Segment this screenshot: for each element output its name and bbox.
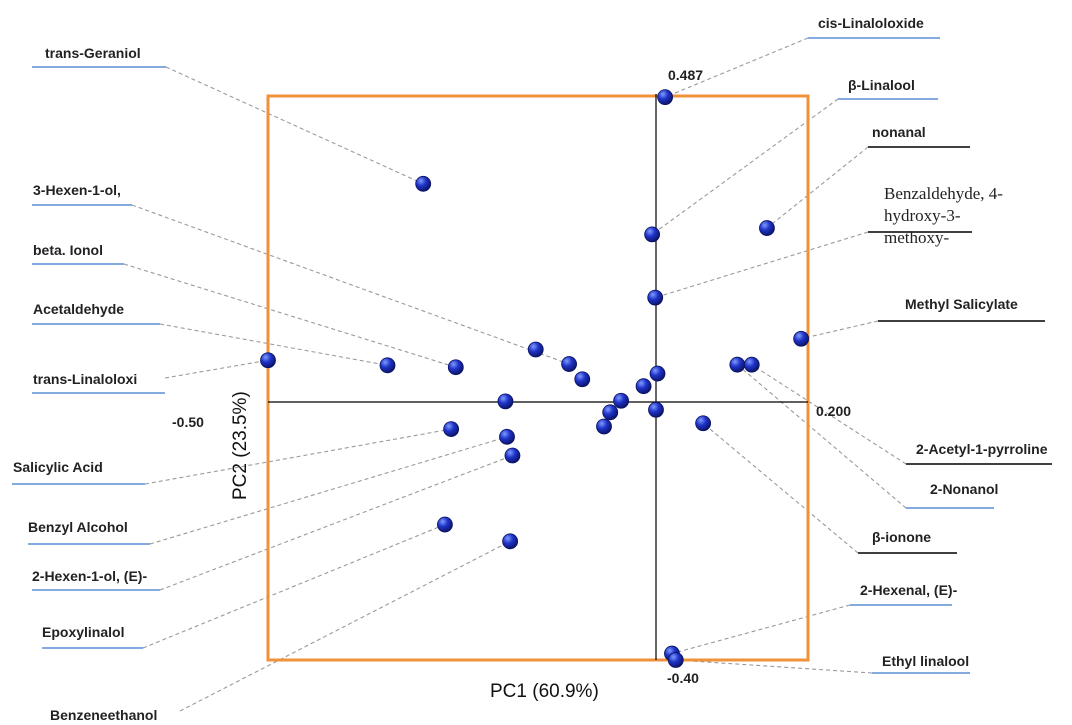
x-axis-title: PC1 (60.9%) [490,681,599,702]
annotation-label: cis-Linaloloxide [818,15,924,31]
leader-line [651,98,839,235]
leader-line [655,231,869,299]
data-point [561,356,577,372]
data-point [499,428,515,445]
data-point [635,378,652,395]
data-point [415,175,432,192]
leader-line [766,146,869,229]
leader-line [123,263,456,368]
annotation-label: trans-Linaloloxi [33,371,137,387]
annotation-label: Benzaldehyde, 4-hydroxy-3-methoxy- [884,184,1003,247]
annotation-label: Benzyl Alcohol [28,519,128,535]
data-point [695,415,712,432]
data-point [602,404,619,421]
data-point [667,652,684,668]
data-point [613,392,629,409]
leader-line [159,323,388,366]
annotation-label: Ethyl linalool [882,653,969,669]
y-max-tick-label: 0.487 [668,67,703,83]
annotation-label: nonanal [872,124,926,140]
data-point [644,226,661,243]
data-point [647,289,664,306]
annotation-label: Acetaldehyde [33,301,124,317]
annotation-label: Epoxylinalol [42,624,124,640]
annotation-label: Methyl Salicylate [905,296,1018,312]
data-point [437,516,453,533]
data-point [743,356,760,373]
annotation-label: 2-Hexen-1-ol, (E)- [32,568,147,584]
data-point [447,359,464,376]
data-point [657,89,674,106]
leader-line [142,524,446,649]
data-point [443,421,460,437]
data-point [759,220,775,236]
annotation-label: 2-Hexenal, (E)- [860,582,958,598]
annotation-label: beta. Ionol [33,242,103,258]
data-points [260,89,810,668]
annotation-label: 2-Nonanol [930,481,998,497]
data-point [574,371,591,388]
annotation-label: 3-Hexen-1-ol, [33,182,121,198]
annotation-label: Salicylic Acid [13,459,103,475]
leader-line [751,364,907,465]
leader-line [675,659,873,674]
data-point [527,341,544,358]
leader-line [664,37,809,98]
data-point [729,356,746,373]
plot-frame [266,94,810,662]
annotation-labels: trans-Geraniol 3-Hexen-1-ol, beta. Ionol Ac… [12,15,1052,723]
annotation-label: β-Linalool [848,77,915,93]
data-point [260,352,276,369]
leader-lines [123,37,907,712]
leader-line [671,604,851,655]
tick-labels: -0.50 0.200 0.487 -0.40 [172,67,851,686]
data-point [649,365,666,382]
leader-line [736,364,907,509]
data-point [793,330,810,347]
y-axis-title: PC2 (23.5%) [230,391,251,500]
data-point [504,447,521,464]
leader-line [131,204,570,365]
annotation-label: trans-Geraniol [45,45,141,61]
data-point [379,357,396,374]
data-point [596,418,612,435]
leader-line [144,428,452,485]
y-min-tick-label: -0.40 [667,670,699,686]
plot-border [266,94,810,662]
leader-line [165,66,424,185]
annotation-label: 2-Acetyl-1-pyrroline [916,441,1048,457]
x-max-tick-label: 0.200 [816,403,851,419]
annotation-label: Benzeneethanol [50,707,157,723]
axes [268,94,808,660]
leader-line [149,436,508,545]
leader-line [179,540,511,712]
data-point [648,401,664,418]
data-point [502,533,519,550]
leader-line [159,455,513,591]
leader-line [164,359,269,379]
data-point [497,393,514,410]
leader-line [702,422,859,554]
x-min-tick-label: -0.50 [172,414,204,430]
annotation-label: β-ionone [872,529,931,545]
leader-line [801,320,879,340]
